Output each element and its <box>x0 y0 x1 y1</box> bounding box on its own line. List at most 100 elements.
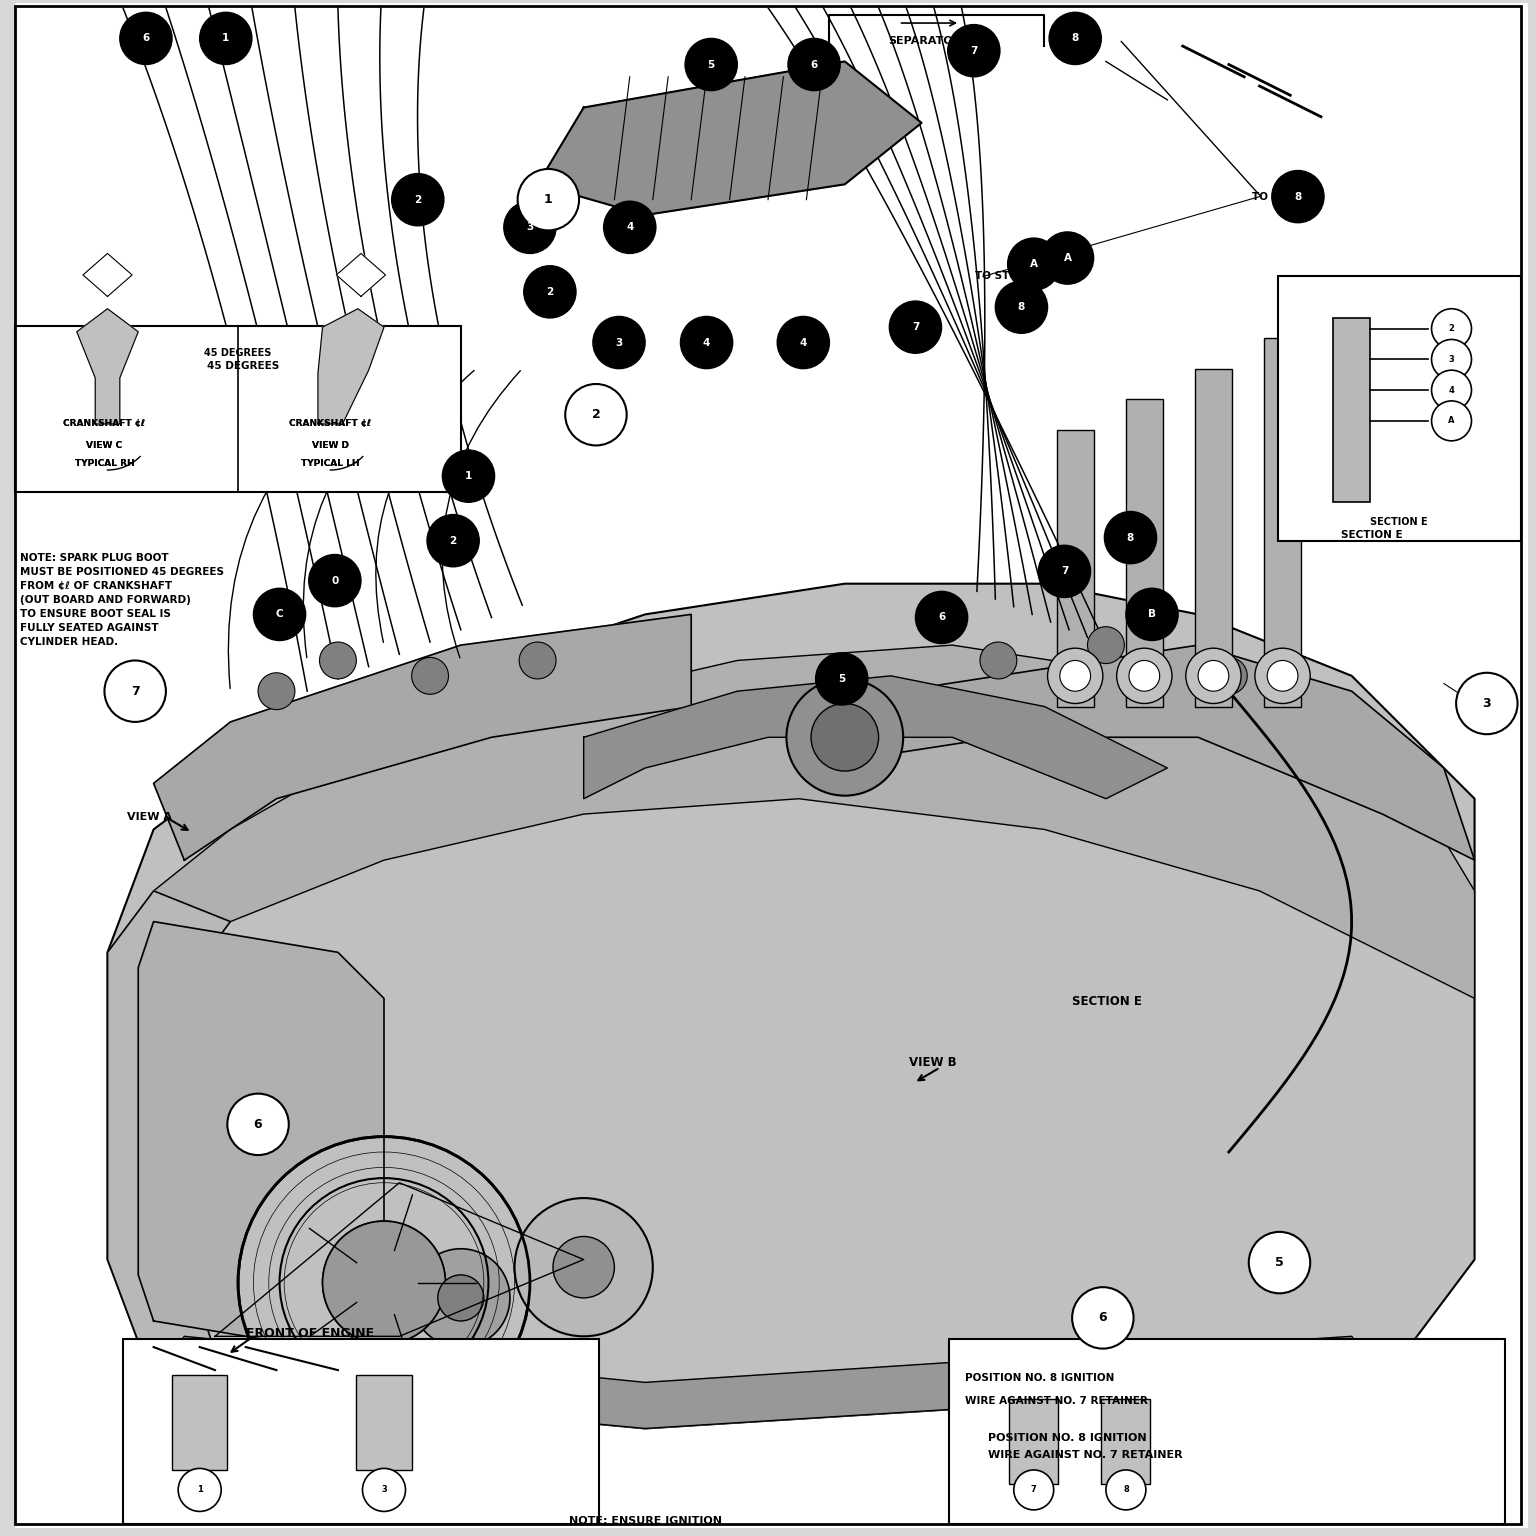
Text: 3: 3 <box>527 223 533 232</box>
Text: POSITION NO. 8 IGNITION: POSITION NO. 8 IGNITION <box>965 1373 1114 1382</box>
Circle shape <box>786 679 903 796</box>
Circle shape <box>504 201 556 253</box>
Circle shape <box>1210 657 1247 694</box>
Circle shape <box>1129 660 1160 691</box>
Circle shape <box>438 1275 484 1321</box>
Text: 2: 2 <box>415 195 421 204</box>
Circle shape <box>788 38 840 91</box>
Text: 4: 4 <box>627 223 633 232</box>
Text: A: A <box>1448 416 1455 425</box>
Text: 1: 1 <box>465 472 472 481</box>
Text: A: A <box>1029 260 1038 269</box>
Polygon shape <box>83 253 132 296</box>
Text: 2: 2 <box>547 287 553 296</box>
Circle shape <box>1049 12 1101 65</box>
Text: C: C <box>276 610 283 619</box>
Polygon shape <box>318 309 384 424</box>
Circle shape <box>1432 309 1471 349</box>
Polygon shape <box>538 61 922 215</box>
Text: TO STUD: TO STUD <box>975 272 1028 281</box>
Text: 4: 4 <box>703 338 710 347</box>
Polygon shape <box>154 1336 1382 1428</box>
Text: SECTION E: SECTION E <box>1370 518 1428 527</box>
Text: FRONT OF ENGINE: FRONT OF ENGINE <box>246 1327 373 1339</box>
Text: 7: 7 <box>912 323 919 332</box>
Circle shape <box>1186 648 1241 703</box>
Circle shape <box>811 703 879 771</box>
Polygon shape <box>138 922 384 1352</box>
Text: 1: 1 <box>223 34 229 43</box>
Polygon shape <box>336 253 386 296</box>
Text: SEPARATOR: SEPARATOR <box>888 37 962 46</box>
Circle shape <box>1008 238 1060 290</box>
Text: NOTE: SPARK PLUG BOOT
MUST BE POSITIONED 45 DEGREES
FROM ¢ℓ OF CRANKSHAFT
(OUT B: NOTE: SPARK PLUG BOOT MUST BE POSITIONED… <box>20 553 224 647</box>
Circle shape <box>1272 170 1324 223</box>
Text: 7: 7 <box>971 46 977 55</box>
Circle shape <box>680 316 733 369</box>
Circle shape <box>1249 1232 1310 1293</box>
Text: VIEW D: VIEW D <box>312 441 349 450</box>
Text: 8: 8 <box>1072 34 1078 43</box>
Polygon shape <box>77 309 138 424</box>
Circle shape <box>915 591 968 644</box>
Text: 3: 3 <box>381 1485 387 1495</box>
Circle shape <box>392 174 444 226</box>
Circle shape <box>412 1249 510 1347</box>
Text: WIRE AGAINST NO. 7 RETAINER: WIRE AGAINST NO. 7 RETAINER <box>988 1450 1183 1459</box>
Circle shape <box>253 588 306 641</box>
Text: 4: 4 <box>800 338 806 347</box>
Text: 6: 6 <box>143 34 149 43</box>
Polygon shape <box>154 645 1475 998</box>
Circle shape <box>1060 660 1091 691</box>
Bar <box>1264 338 1301 707</box>
Circle shape <box>258 673 295 710</box>
Circle shape <box>1048 648 1103 703</box>
Text: 0: 0 <box>332 576 338 585</box>
Text: 5: 5 <box>839 674 845 684</box>
Bar <box>1126 399 1163 707</box>
Polygon shape <box>108 584 1475 1428</box>
Circle shape <box>1432 339 1471 379</box>
Text: NOTE: ENSURE IGNITION: NOTE: ENSURE IGNITION <box>568 1516 722 1525</box>
Circle shape <box>515 1198 653 1336</box>
Bar <box>1278 276 1521 541</box>
Text: 3: 3 <box>1482 697 1491 710</box>
Circle shape <box>1255 648 1310 703</box>
Circle shape <box>362 1468 406 1511</box>
Polygon shape <box>154 614 691 860</box>
Polygon shape <box>108 891 230 1382</box>
Text: 6: 6 <box>811 60 817 69</box>
Circle shape <box>427 515 479 567</box>
Text: 2: 2 <box>450 536 456 545</box>
Bar <box>949 1339 1505 1524</box>
Text: 8: 8 <box>1295 192 1301 201</box>
Circle shape <box>1198 660 1229 691</box>
Circle shape <box>980 642 1017 679</box>
Text: TYPICAL RH: TYPICAL RH <box>75 459 134 468</box>
Circle shape <box>309 554 361 607</box>
Circle shape <box>200 12 252 65</box>
Circle shape <box>442 450 495 502</box>
Text: TYPICAL RH: TYPICAL RH <box>75 459 134 468</box>
Circle shape <box>227 1094 289 1155</box>
Text: CRANKSHAFT ¢ℓ: CRANKSHAFT ¢ℓ <box>289 419 372 429</box>
Text: VIEW D: VIEW D <box>312 441 349 450</box>
Circle shape <box>777 316 829 369</box>
Text: 8: 8 <box>1123 1485 1129 1495</box>
Circle shape <box>995 281 1048 333</box>
Text: 45 DEGREES: 45 DEGREES <box>204 349 272 358</box>
Circle shape <box>524 266 576 318</box>
Text: VIEW C: VIEW C <box>86 441 123 450</box>
Text: 2: 2 <box>1448 324 1455 333</box>
Bar <box>1057 430 1094 707</box>
Text: SECTION E: SECTION E <box>1341 530 1402 539</box>
Circle shape <box>323 1221 445 1344</box>
Text: 6: 6 <box>253 1118 263 1130</box>
Text: VIEW C: VIEW C <box>86 441 123 450</box>
Text: 3: 3 <box>1448 355 1455 364</box>
Text: 7: 7 <box>1031 1485 1037 1495</box>
Circle shape <box>238 1137 530 1428</box>
Circle shape <box>519 642 556 679</box>
Polygon shape <box>584 676 1167 799</box>
Bar <box>1333 318 1370 502</box>
